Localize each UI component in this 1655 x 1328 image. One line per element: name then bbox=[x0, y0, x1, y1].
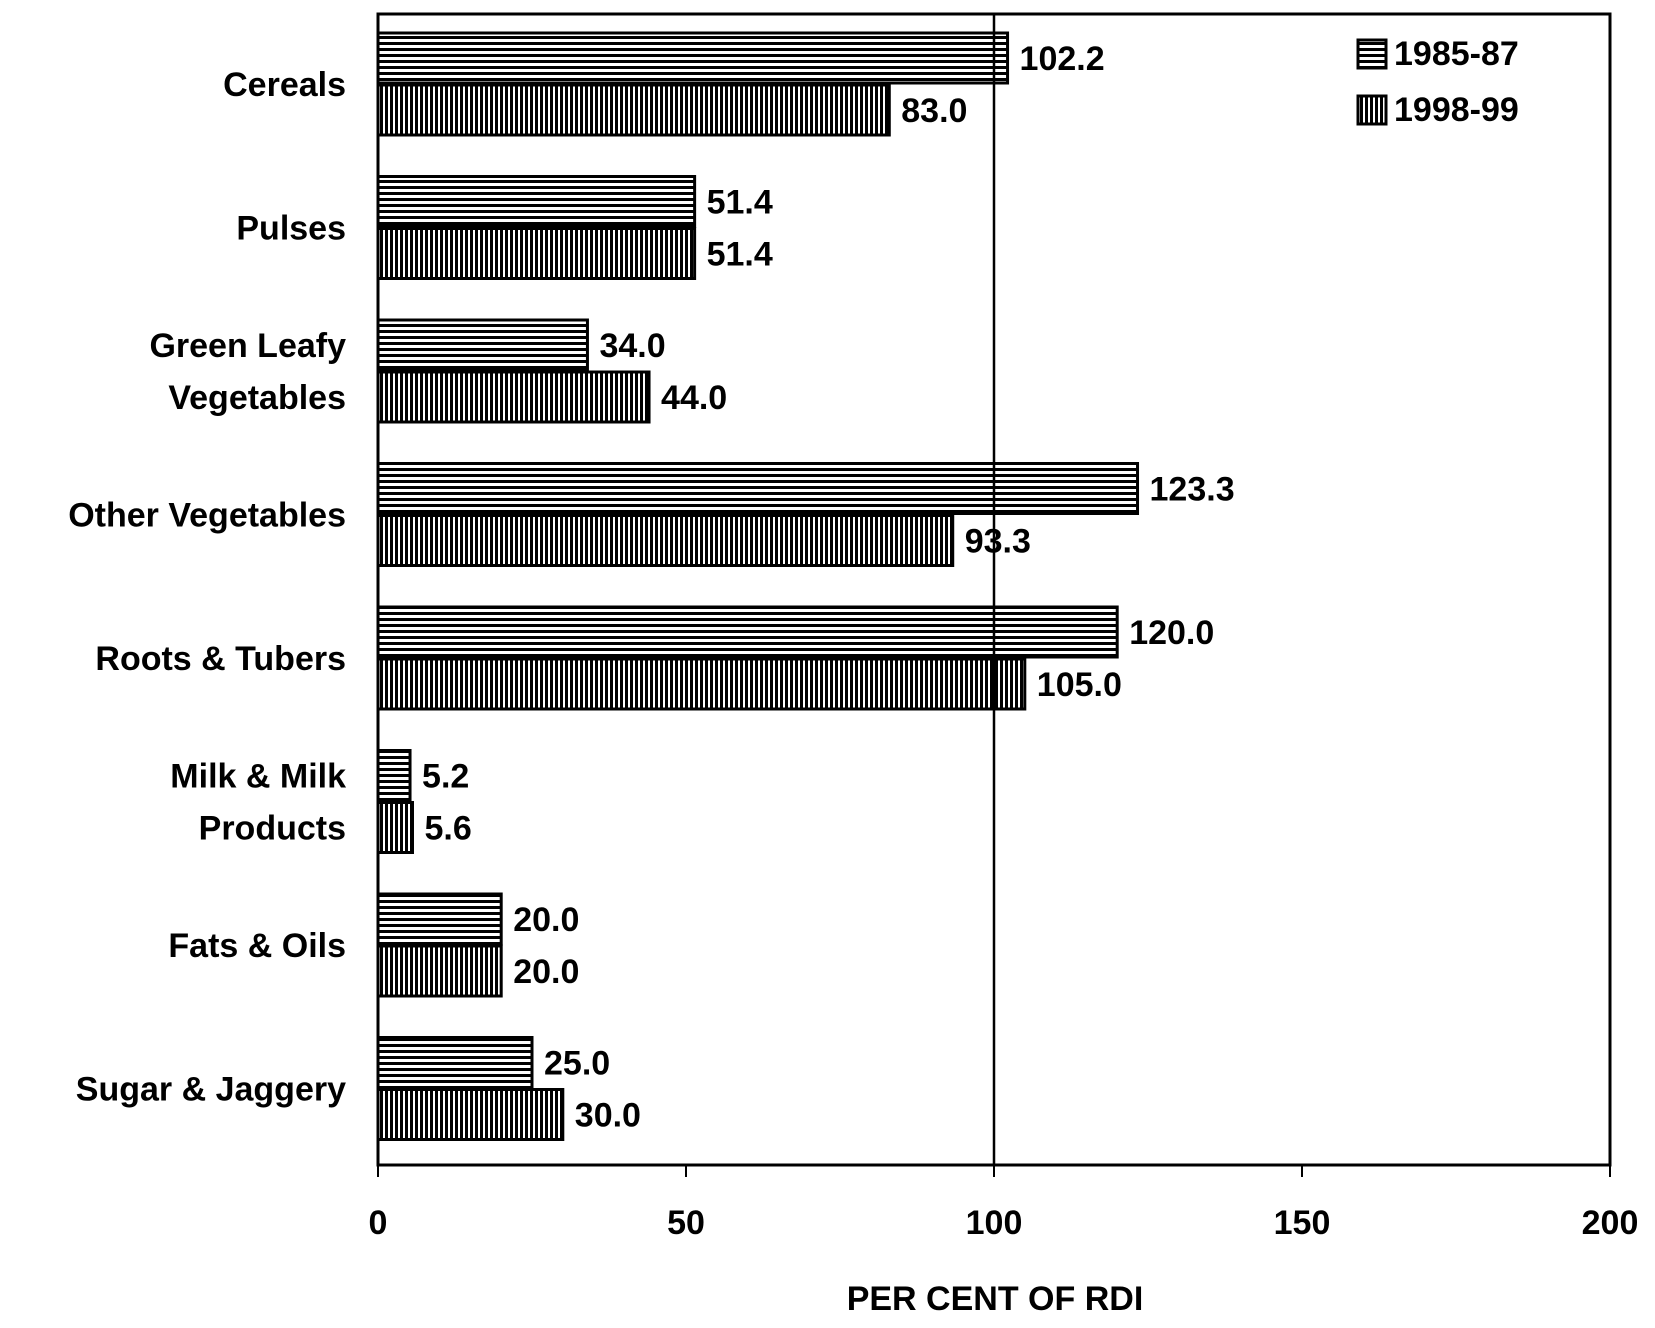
bar-1998-99-3 bbox=[376, 514, 955, 567]
category-label: Sugar & Jaggery bbox=[76, 1071, 346, 1109]
legend-label: 1998-99 bbox=[1394, 91, 1519, 129]
data-label: 5.6 bbox=[424, 810, 471, 848]
data-label: 30.0 bbox=[575, 1097, 641, 1135]
legend-label: 1985-87 bbox=[1394, 35, 1519, 73]
bar-1985-87-0 bbox=[376, 31, 1010, 85]
x-axis-title: PER CENT OF RDI bbox=[847, 1280, 1144, 1318]
x-tick-label: 150 bbox=[1274, 1204, 1331, 1242]
x-tick-label: 200 bbox=[1582, 1204, 1639, 1242]
category-label: Roots & Tubers bbox=[95, 640, 346, 678]
bar-1985-87-2 bbox=[376, 318, 589, 372]
data-label: 44.0 bbox=[661, 379, 727, 417]
data-label: 25.0 bbox=[544, 1045, 610, 1083]
bar-1985-87-4 bbox=[376, 605, 1119, 659]
bar-1998-99-7 bbox=[376, 1088, 565, 1141]
bar-1998-99-5 bbox=[376, 801, 414, 854]
data-label: 120.0 bbox=[1129, 614, 1214, 652]
category-label: Fats & Oils bbox=[168, 927, 346, 965]
data-label: 123.3 bbox=[1150, 471, 1235, 509]
category-label: Pulses bbox=[236, 210, 346, 248]
bar-1985-87-1 bbox=[376, 175, 697, 228]
data-label: 105.0 bbox=[1037, 666, 1122, 704]
legend-swatch bbox=[1356, 94, 1388, 126]
data-label: 5.2 bbox=[422, 758, 469, 796]
bar-1985-87-3 bbox=[376, 462, 1140, 515]
data-label: 34.0 bbox=[599, 327, 665, 365]
bar-1998-99-2 bbox=[376, 370, 651, 424]
bar-1998-99-0 bbox=[376, 83, 891, 137]
data-label: 20.0 bbox=[513, 901, 579, 939]
category-label: Other Vegetables bbox=[68, 497, 346, 535]
bar-1985-87-6 bbox=[376, 892, 503, 946]
bar-1998-99-1 bbox=[376, 227, 697, 280]
data-label: 102.2 bbox=[1020, 40, 1105, 78]
category-label: Cereals bbox=[223, 66, 346, 104]
bar-1985-87-7 bbox=[376, 1036, 534, 1089]
legend-swatch bbox=[1356, 38, 1388, 70]
data-label: 93.3 bbox=[965, 523, 1031, 561]
data-label: 20.0 bbox=[513, 953, 579, 991]
data-label: 51.4 bbox=[707, 184, 773, 222]
category-label: Green Leafy bbox=[149, 327, 346, 365]
bar-1998-99-4 bbox=[376, 657, 1027, 711]
x-tick-label: 0 bbox=[369, 1204, 388, 1242]
data-label: 83.0 bbox=[901, 92, 967, 130]
x-tick-label: 50 bbox=[667, 1204, 705, 1242]
bar-1998-99-6 bbox=[376, 944, 503, 998]
category-label: Products bbox=[199, 810, 346, 848]
bar-1985-87-5 bbox=[376, 749, 412, 802]
data-label: 51.4 bbox=[707, 236, 773, 274]
category-label: Milk & Milk bbox=[170, 758, 346, 796]
category-label: Vegetables bbox=[168, 379, 346, 417]
x-tick-label: 100 bbox=[966, 1204, 1023, 1242]
